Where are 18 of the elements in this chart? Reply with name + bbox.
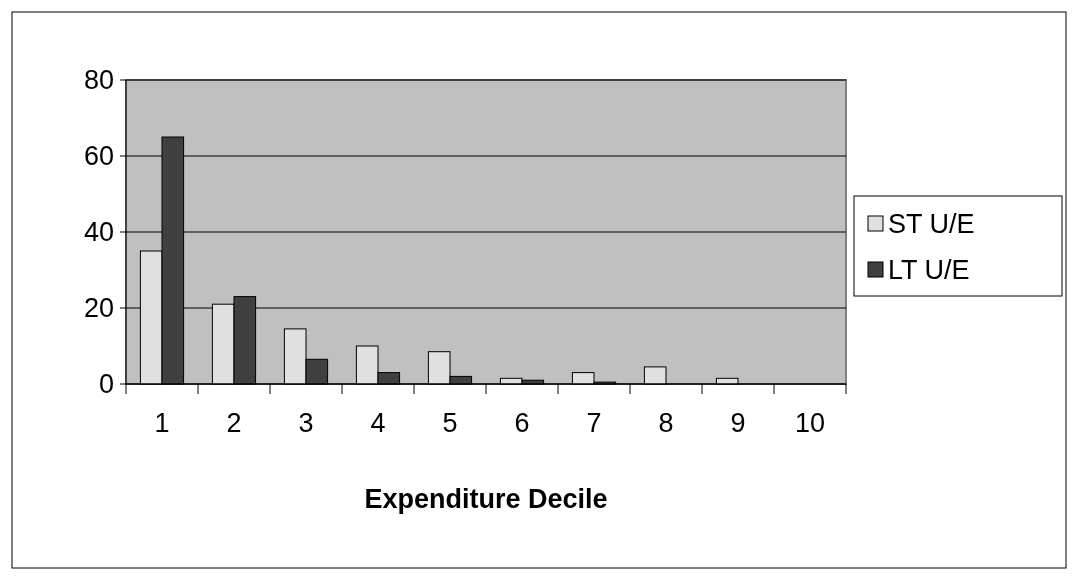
x-tick-label: 1: [154, 408, 170, 438]
x-tick-label: 9: [730, 408, 746, 438]
y-tick-label: 40: [83, 217, 114, 248]
x-tick-label: 3: [298, 408, 314, 438]
y-tick-label: 20: [83, 293, 114, 324]
x-tick-label: 10: [794, 408, 826, 438]
x-axis-title: Expenditure Decile: [364, 484, 608, 514]
x-tick-label: 8: [658, 408, 674, 438]
x-tick-label: 6: [514, 408, 530, 438]
y-tick-label: 60: [83, 141, 114, 172]
legend-label: ST U/E: [888, 209, 975, 240]
legend-label: LT U/E: [888, 255, 970, 286]
x-tick-label: 4: [370, 408, 386, 438]
x-tick-label: 5: [442, 408, 458, 438]
y-tick-label: 80: [83, 65, 114, 96]
x-tick-label: 2: [226, 408, 242, 438]
x-tick-label: 7: [586, 408, 602, 438]
y-tick-label: 0: [98, 369, 114, 400]
